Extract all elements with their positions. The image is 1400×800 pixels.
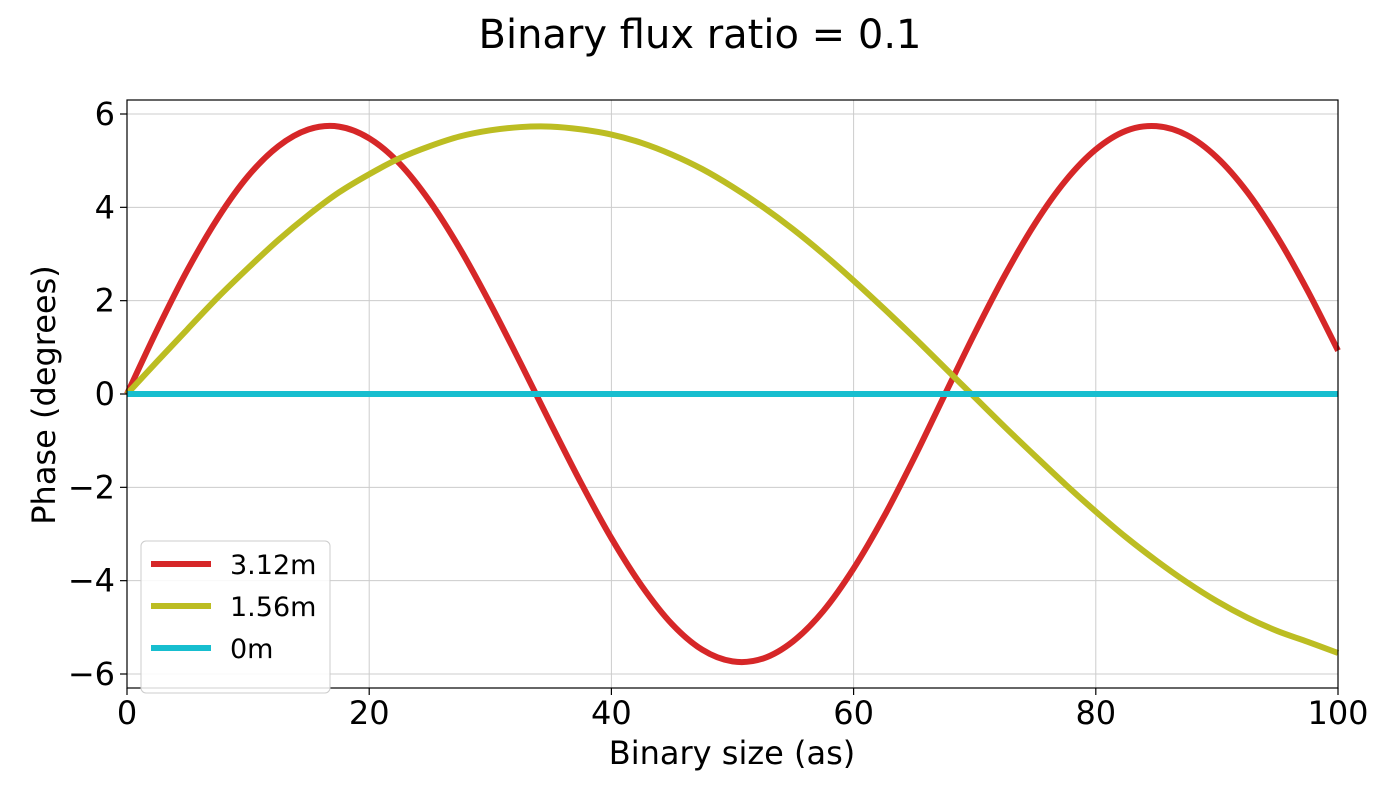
x-tick-label: 60 xyxy=(833,694,874,732)
y-tick-label: −6 xyxy=(68,655,115,693)
series-layer xyxy=(124,122,1341,666)
series-line-1 xyxy=(124,123,1340,656)
x-tick-label: 40 xyxy=(591,694,632,732)
y-axis-label: Phase (degrees) xyxy=(25,265,63,525)
series-line-0 xyxy=(124,122,1341,666)
legend: 3.12m 1.56m 0m xyxy=(140,540,331,694)
y-tick-label: 2 xyxy=(95,282,115,320)
y-tick-label: −4 xyxy=(68,562,115,600)
legend-box xyxy=(140,540,331,694)
y-tick-label: −2 xyxy=(68,468,115,506)
legend-label: 1.56m xyxy=(230,592,316,623)
x-tick-label: 100 xyxy=(1307,694,1368,732)
legend-label: 0m xyxy=(230,634,273,665)
ticks: 0 20 40 60 80 100 −6 −4 −2 0 2 4 6 xyxy=(68,95,1369,732)
x-tick-label: 0 xyxy=(117,694,137,732)
x-axis-label: Binary size (as) xyxy=(609,734,855,772)
x-tick-label: 80 xyxy=(1075,694,1116,732)
y-tick-label: 4 xyxy=(95,188,115,226)
chart-title: Binary flux ratio = 0.1 xyxy=(479,12,922,58)
x-tick-label: 20 xyxy=(349,694,390,732)
y-tick-label: 6 xyxy=(95,95,115,133)
legend-label: 3.12m xyxy=(230,550,316,581)
y-tick-label: 0 xyxy=(95,375,115,413)
